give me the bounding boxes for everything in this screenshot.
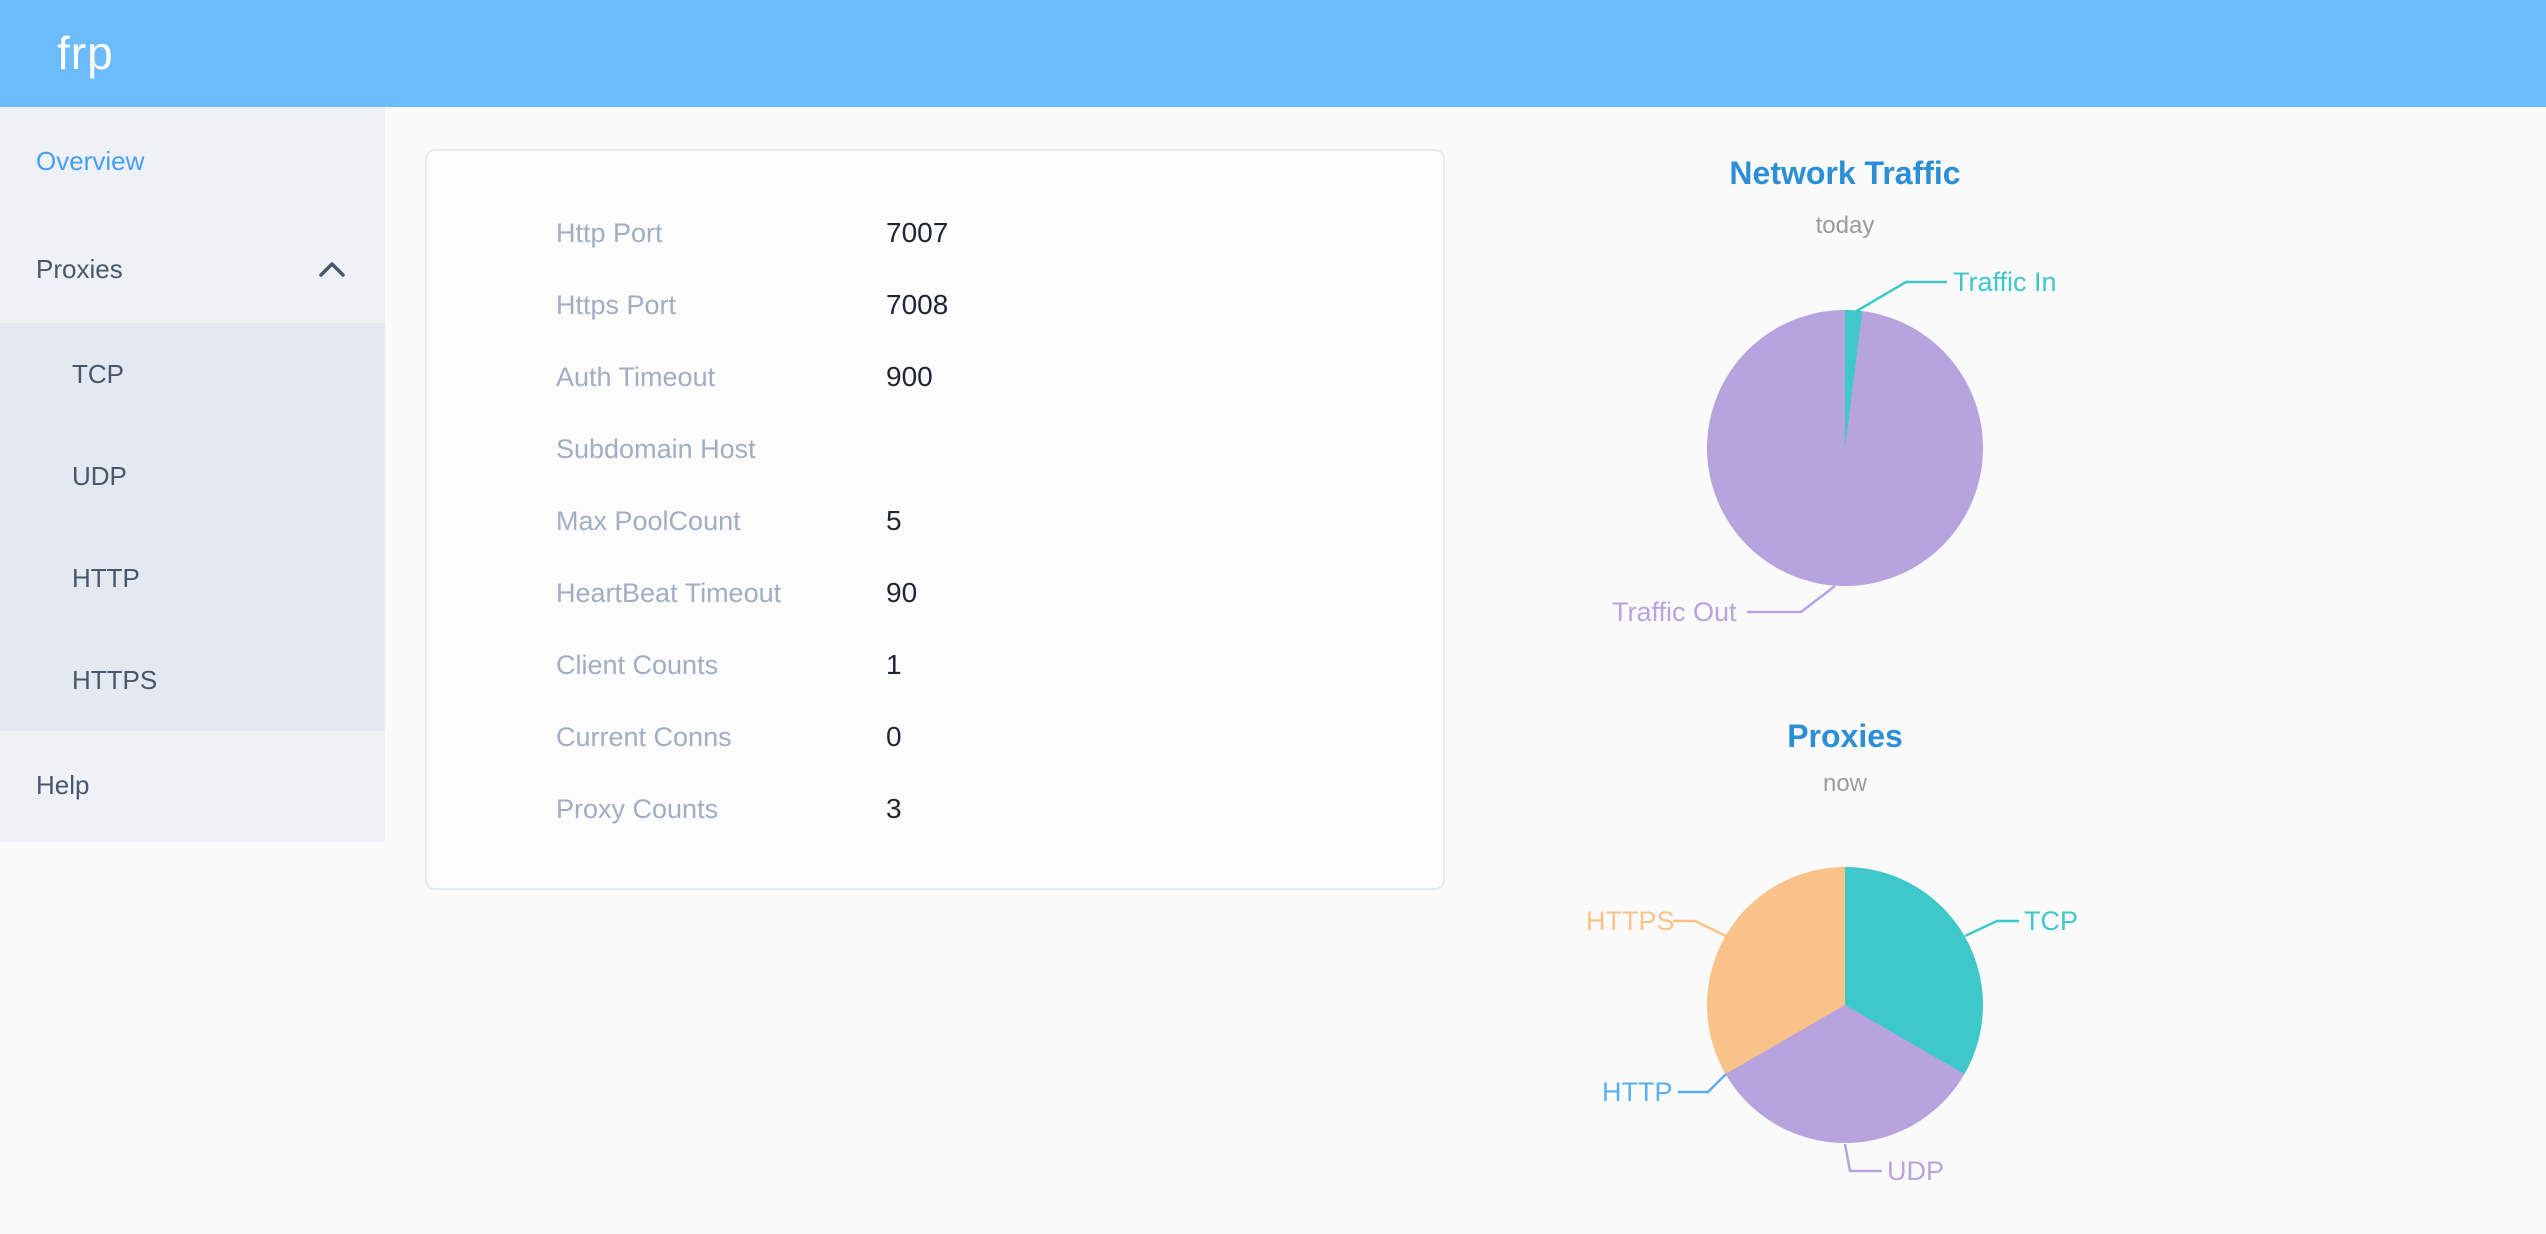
info-value: 90	[886, 577, 918, 608]
info-value: 7007	[886, 217, 949, 248]
http-leader-line	[1678, 1073, 1727, 1094]
info-row-http-port: Http Port 7007	[556, 215, 1443, 251]
info-row-proxy-counts: Proxy Counts 3	[556, 791, 1443, 827]
info-value: 3	[886, 793, 902, 824]
info-row-current-conns: Current Conns 0	[556, 719, 1443, 755]
traffic-out-leader-line	[1747, 585, 1836, 614]
sidebar-item-help[interactable]: Help	[36, 770, 90, 800]
info-row-client-counts: Client Counts 1	[556, 647, 1443, 683]
info-value: 0	[886, 721, 902, 752]
network-traffic-chart-subtitle: today	[1815, 212, 1875, 239]
info-label: Proxy Counts	[556, 793, 719, 824]
sidebar-item-https[interactable]: HTTPS	[72, 665, 158, 695]
network-traffic-chart-title: Network Traffic	[1729, 155, 1961, 191]
tcp-leader-line	[1964, 919, 2019, 938]
info-label: Client Counts	[556, 649, 719, 680]
info-value: 1	[886, 649, 902, 680]
app-header: frp	[0, 0, 2546, 107]
sidebar-item-http[interactable]: HTTP	[72, 563, 140, 593]
info-row-subdomain-host: Subdomain Host	[556, 431, 1443, 467]
sidebar-item-tcp[interactable]: TCP	[72, 359, 124, 389]
info-label: Max PoolCount	[556, 505, 741, 536]
udp-slice-label: UDP	[1887, 1156, 1945, 1186]
info-row-heartbeat-timeout: HeartBeat Timeout 90	[556, 575, 1443, 611]
info-value: 7008	[886, 289, 949, 320]
info-label: Subdomain Host	[556, 433, 756, 464]
traffic-out-label: Traffic Out	[1612, 597, 1737, 627]
info-value: 5	[886, 505, 902, 536]
proxies-pie-chart[interactable]	[1707, 867, 1983, 1143]
server-info-card: Http Port 7007 Https Port 7008 Auth Time…	[425, 149, 1445, 890]
info-row-auth-timeout: Auth Timeout 900	[556, 359, 1443, 395]
tcp-slice-label: TCP	[2024, 906, 2078, 936]
info-value: 900	[886, 361, 933, 392]
proxies-chart-subtitle: now	[1822, 770, 1868, 797]
network-traffic-pie-chart[interactable]	[1707, 310, 1983, 586]
sidebar-item-udp[interactable]: UDP	[72, 461, 127, 491]
sidebar-item-proxies-label: Proxies	[36, 254, 123, 284]
info-row-https-port: Https Port 7008	[556, 287, 1443, 323]
udp-leader-line	[1843, 1143, 1882, 1173]
proxies-submenu: TCP UDP HTTP HTTPS	[0, 323, 385, 731]
sidebar: Overview Proxies TCP UDP HTTP HTTPS Help	[0, 107, 385, 842]
info-label: Auth Timeout	[556, 361, 716, 392]
info-label: HeartBeat Timeout	[556, 577, 782, 608]
app-logo: frp	[57, 27, 114, 79]
chevron-up-icon	[319, 262, 345, 277]
info-row-max-poolcount: Max PoolCount 5	[556, 503, 1443, 539]
sidebar-item-overview[interactable]: Overview	[36, 146, 145, 176]
proxies-chart-title: Proxies	[1787, 718, 1903, 754]
info-label: Https Port	[556, 289, 677, 320]
traffic-in-label: Traffic In	[1953, 267, 2057, 297]
https-slice-label: HTTPS	[1586, 906, 1675, 936]
https-leader-line	[1673, 919, 1727, 938]
http-slice-label: HTTP	[1602, 1077, 1673, 1107]
info-label: Http Port	[556, 217, 663, 248]
sidebar-item-proxies[interactable]: Proxies	[0, 215, 385, 323]
info-label: Current Conns	[556, 721, 732, 752]
traffic-in-leader-line	[1854, 280, 1947, 314]
